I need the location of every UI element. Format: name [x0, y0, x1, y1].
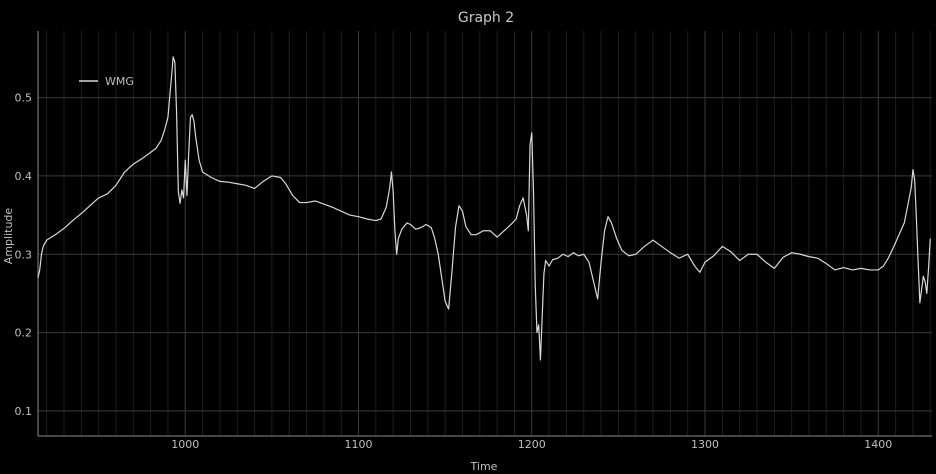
chart-title: Graph 2 — [458, 10, 514, 26]
x-tick-label: 1100 — [345, 438, 373, 451]
x-axis-label: Time — [470, 460, 498, 473]
y-tick-label: 0.5 — [15, 92, 33, 105]
y-axis-label: Amplitude — [2, 208, 15, 265]
legend: WMG — [79, 75, 134, 88]
x-tick-label: 1300 — [691, 438, 719, 451]
series-line-wmg — [37, 56, 931, 361]
y-tick-label: 0.3 — [15, 248, 33, 261]
y-tick-label: 0.4 — [15, 170, 33, 183]
series-layer — [37, 56, 931, 361]
legend-label-wmg: WMG — [105, 75, 134, 88]
y-tick-label: 0.2 — [15, 327, 33, 340]
y-tick-label: 0.1 — [15, 405, 33, 418]
grid — [38, 31, 932, 436]
tick-labels: 1000 1100 1200 1300 1400 0.1 0.2 0.3 0.4 0.5 — [15, 92, 893, 451]
x-tick-label: 1000 — [171, 438, 199, 451]
x-tick-label: 1200 — [518, 438, 546, 451]
axes — [37, 31, 932, 437]
x-tick-label: 1400 — [864, 438, 892, 451]
